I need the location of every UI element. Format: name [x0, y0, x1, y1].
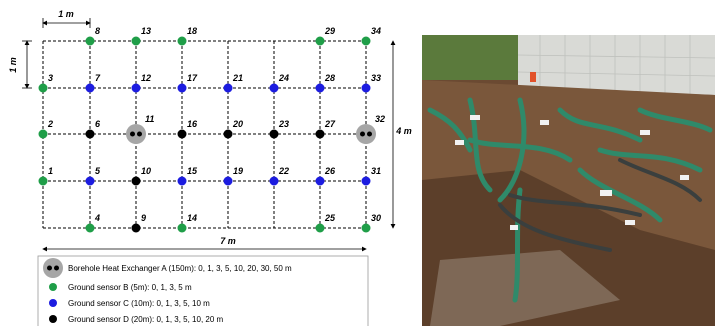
- node-marker: [362, 84, 371, 93]
- node-label: 19: [233, 166, 243, 176]
- node-label: 34: [371, 26, 381, 36]
- node-marker-hole: [137, 132, 142, 137]
- node-marker: [316, 177, 325, 186]
- node-label: 11: [145, 114, 154, 124]
- legend-label: Ground sensor B (5m): 0, 1, 3, 5 m: [68, 283, 192, 292]
- node-label: 6: [95, 119, 101, 129]
- node-label: 20: [232, 119, 243, 129]
- dimension-label: 1 m: [8, 57, 18, 73]
- node-marker: [224, 84, 233, 93]
- node-marker: [224, 130, 233, 139]
- legend-marker: [43, 258, 63, 278]
- node-label: 9: [141, 213, 146, 223]
- node-label: 21: [232, 73, 243, 83]
- legend-marker-hole: [47, 266, 52, 271]
- node-label: 27: [324, 119, 336, 129]
- legend-label: Ground sensor C (10m): 0, 1, 3, 5, 10 m: [68, 299, 210, 308]
- node-label: 18: [187, 26, 197, 36]
- dimension-label: 1 m: [58, 9, 74, 19]
- node-marker: [362, 224, 371, 233]
- node-marker: [126, 124, 146, 144]
- node-marker: [270, 130, 279, 139]
- dimension-label: 4 m: [395, 126, 412, 136]
- node-label: 17: [187, 73, 198, 83]
- node-label: 12: [141, 73, 151, 83]
- node-marker: [362, 37, 371, 46]
- node-marker: [39, 177, 48, 186]
- legend-label: Ground sensor D (20m): 0, 1, 3, 5, 10, 2…: [68, 315, 224, 324]
- legend-marker: [49, 299, 57, 307]
- node-marker: [178, 130, 187, 139]
- legend-label: Borehole Heat Exchanger A (150m): 0, 1, …: [68, 264, 292, 273]
- node-label: 33: [371, 73, 381, 83]
- node-marker: [132, 177, 141, 186]
- node-marker: [178, 224, 187, 233]
- node-label: 7: [95, 73, 101, 83]
- node-label: 22: [278, 166, 289, 176]
- node-marker: [132, 224, 141, 233]
- node-label: 24: [278, 73, 289, 83]
- node-marker-hole: [130, 132, 135, 137]
- node-marker: [86, 130, 95, 139]
- node-label: 32: [375, 114, 385, 124]
- node-marker: [362, 177, 371, 186]
- node-label: 15: [187, 166, 198, 176]
- node-marker: [356, 124, 376, 144]
- node-label: 5: [95, 166, 101, 176]
- node-marker: [270, 84, 279, 93]
- node-marker-hole: [360, 132, 365, 137]
- node-marker: [132, 37, 141, 46]
- node-marker: [224, 177, 233, 186]
- node-marker: [178, 177, 187, 186]
- node-label: 10: [141, 166, 151, 176]
- node-marker: [86, 224, 95, 233]
- site-photo: [422, 35, 715, 326]
- node-marker: [39, 84, 48, 93]
- node-marker: [132, 84, 141, 93]
- dimension-label: 7 m: [220, 236, 236, 246]
- node-label: 13: [141, 26, 151, 36]
- legend-marker: [49, 315, 57, 323]
- node-label: 30: [371, 213, 381, 223]
- node-label: 8: [95, 26, 100, 36]
- legend-marker: [49, 283, 57, 291]
- node-marker: [86, 37, 95, 46]
- node-label: 14: [187, 213, 197, 223]
- node-label: 23: [278, 119, 289, 129]
- figure: 1 m 1 m 4 m 7 m Borehole Heat Exchanger …: [0, 0, 720, 326]
- node-marker-hole: [367, 132, 372, 137]
- node-marker: [178, 84, 187, 93]
- node-label: 4: [94, 213, 100, 223]
- node-marker: [86, 177, 95, 186]
- node-label: 2: [47, 119, 53, 129]
- node-marker: [316, 37, 325, 46]
- node-marker: [316, 224, 325, 233]
- node-marker: [178, 37, 187, 46]
- node-label: 29: [324, 26, 335, 36]
- node-marker: [270, 177, 279, 186]
- node-label: 31: [371, 166, 381, 176]
- node-label: 16: [187, 119, 198, 129]
- node-marker: [86, 84, 95, 93]
- node-label: 1: [48, 166, 53, 176]
- node-marker: [316, 84, 325, 93]
- node-label: 3: [48, 73, 53, 83]
- node-label: 25: [324, 213, 336, 223]
- node-label: 26: [324, 166, 336, 176]
- node-marker: [39, 130, 48, 139]
- legend-marker-hole: [54, 266, 59, 271]
- node-label: 28: [324, 73, 335, 83]
- node-marker: [316, 130, 325, 139]
